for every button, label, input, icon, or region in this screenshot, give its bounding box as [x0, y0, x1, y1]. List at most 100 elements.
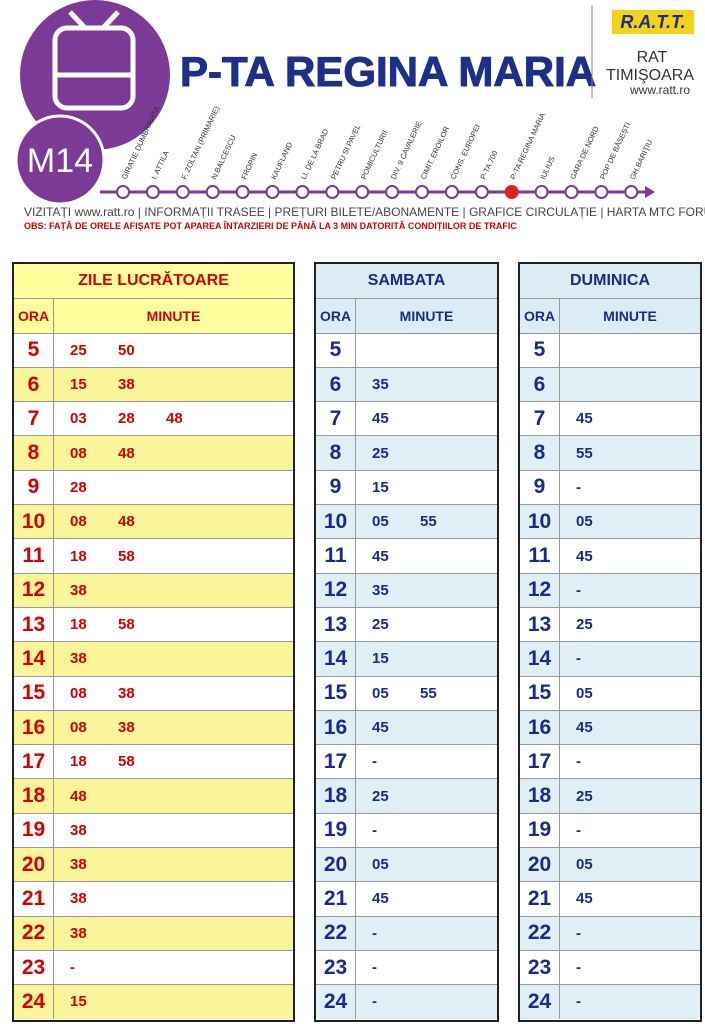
- minute: 38: [118, 376, 135, 394]
- minute: 45: [576, 719, 593, 736]
- minute: -: [576, 581, 581, 599]
- minutes: 18 58: [54, 539, 293, 572]
- hour: 6: [14, 367, 54, 402]
- hour: 15: [520, 676, 560, 710]
- time-row: 24-: [316, 984, 497, 1019]
- stop-dot: [564, 185, 579, 199]
- stop-dot: [116, 185, 130, 199]
- stop-dot: [415, 185, 429, 199]
- hour: 7: [520, 402, 560, 436]
- minute: 38: [70, 821, 87, 839]
- minutes: 05: [560, 848, 700, 881]
- minutes: 25: [356, 779, 497, 812]
- time-row: 9 28: [14, 469, 293, 505]
- time-row: 17-: [520, 744, 700, 779]
- hour: 5: [14, 333, 54, 367]
- minute: 38: [70, 856, 87, 874]
- header-row: ORA MINUTE: [316, 298, 497, 333]
- minute: 45: [372, 890, 389, 908]
- minutes: 38: [54, 882, 293, 915]
- time-row: 10 05 55: [316, 504, 497, 539]
- minutes: 48: [54, 779, 293, 812]
- arrow: [645, 186, 655, 198]
- minutes: 08 38: [54, 677, 293, 710]
- route-number: M14: [27, 142, 93, 180]
- note: OBS: FAȚĂ DE ORELE AFIȘATE POT APAREA ÎN…: [24, 220, 517, 231]
- time-row: 17 18 58: [14, 744, 293, 779]
- minute: 05: [576, 856, 593, 874]
- hour: 11: [316, 539, 356, 573]
- time-row: 15 08 38: [14, 675, 293, 710]
- stop-dot: [325, 185, 340, 199]
- stop-dot: [594, 185, 609, 199]
- stop-name: PETRU SI PAVEL: [329, 123, 362, 181]
- stop-name: LI. DE LA BRAD: [299, 127, 330, 181]
- minutes: 25: [560, 779, 700, 812]
- minutes: 45: [356, 882, 497, 915]
- timetable: DUMINICA ORA MINUTE 5 6 7 45 8 55 9-10 05 11 45 12-13…: [518, 262, 702, 1022]
- title-row: ZILE LUCRĂTOARE: [14, 264, 293, 299]
- stop-name: CIMIT. EROILOR: [419, 124, 452, 180]
- minute: -: [372, 821, 377, 839]
- hour: 18: [316, 779, 356, 813]
- time-row: 13 25: [520, 606, 700, 642]
- minute: 08: [70, 719, 87, 736]
- minutes: 03 28 48: [54, 402, 293, 435]
- time-row: 9 15: [316, 469, 497, 505]
- minute: 35: [372, 376, 389, 394]
- minutes: -: [356, 985, 497, 1018]
- time-row: 15 05: [520, 675, 700, 710]
- minute: 05: [372, 513, 389, 531]
- minutes: 45: [356, 539, 497, 572]
- stop-dot: [504, 185, 519, 199]
- hour: 23: [14, 950, 54, 985]
- minutes: -: [560, 642, 700, 675]
- minute: 15: [70, 376, 87, 394]
- minute: -: [576, 821, 581, 839]
- hour: 24: [520, 985, 560, 1019]
- time-row: 23-: [14, 949, 293, 985]
- hour: 10: [14, 505, 54, 539]
- hour: 9: [14, 470, 54, 505]
- hour: 10: [316, 505, 356, 539]
- col-header: MINUTE: [603, 307, 657, 324]
- minute: 50: [118, 341, 135, 359]
- hour: 12: [14, 573, 54, 607]
- hour: 8: [14, 436, 54, 470]
- time-row: 23-: [520, 949, 700, 985]
- minutes: -: [560, 814, 700, 847]
- hour: 16: [520, 710, 560, 745]
- minutes: 25: [560, 608, 700, 641]
- time-row: 5 25 50: [14, 332, 293, 367]
- minute: 18: [70, 616, 87, 634]
- time-row: 16 45: [520, 709, 700, 745]
- hour: 23: [316, 950, 356, 985]
- minutes: -: [54, 951, 293, 984]
- bus-icon: [52, 10, 136, 111]
- minutes: 45: [356, 711, 497, 744]
- hour: 8: [520, 436, 560, 470]
- minute: 05: [576, 684, 593, 702]
- hour: 18: [520, 779, 560, 813]
- hour: 22: [520, 916, 560, 950]
- minute: 55: [576, 444, 593, 462]
- time-row: 18 25: [316, 778, 497, 813]
- title-row: DUMINICA: [520, 264, 700, 299]
- time-row: 12 38: [14, 572, 293, 607]
- minutes: 25: [356, 608, 497, 641]
- minutes: 35: [356, 368, 497, 401]
- col-header: ORA: [14, 299, 54, 333]
- minutes: 05: [356, 848, 497, 881]
- time-row: 22 38: [14, 915, 293, 950]
- minute: 45: [576, 410, 593, 428]
- header-row: ORA MINUTE: [520, 298, 700, 333]
- stop-dot: [385, 185, 400, 199]
- stop-dot: [235, 185, 250, 199]
- time-row: 22-: [520, 915, 700, 950]
- time-row: 21 45: [316, 881, 497, 916]
- hour: 11: [14, 539, 54, 573]
- time-row: 19 38: [14, 812, 293, 848]
- time-row: 11 18 58: [14, 538, 293, 573]
- minutes: -: [356, 745, 497, 778]
- time-row: 21 45: [520, 881, 700, 916]
